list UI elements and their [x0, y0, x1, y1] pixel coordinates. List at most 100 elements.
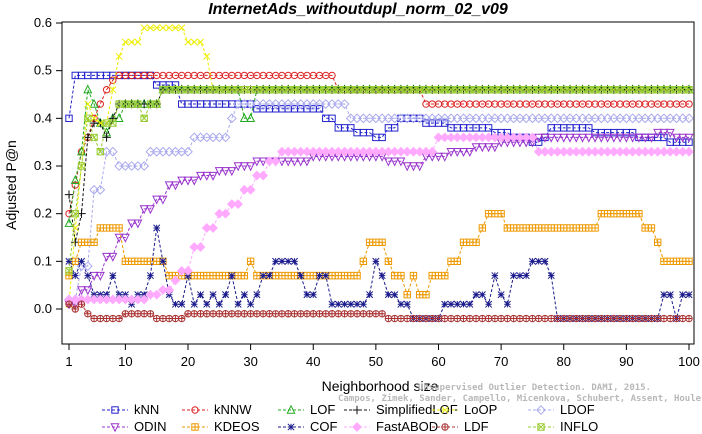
data-point-cof	[297, 272, 305, 280]
data-point-lof	[70, 174, 80, 184]
legend-marker	[286, 404, 296, 414]
data-point-ldf	[196, 310, 205, 318]
data-point-cof	[190, 300, 198, 308]
data-point-kdeos	[290, 271, 299, 280]
data-point-knnw	[109, 76, 117, 84]
data-point-kdeos	[610, 209, 618, 218]
data-point-ldf	[203, 310, 211, 318]
data-point-inflo	[96, 148, 105, 156]
data-point-cof	[510, 272, 518, 280]
data-point-ldof	[95, 184, 106, 195]
data-point-kdeos	[365, 238, 374, 246]
data-point-cof	[503, 300, 511, 308]
data-point-ldf	[253, 310, 261, 318]
legend-label: kNNW	[214, 402, 252, 417]
data-point-ldf	[447, 314, 455, 323]
data-point-odin	[196, 171, 206, 181]
data-point-odin	[296, 157, 306, 167]
data-point-knn	[441, 119, 449, 127]
data-point-ldf	[628, 314, 637, 323]
data-point-ldf	[271, 310, 280, 318]
data-point-inflo	[140, 114, 148, 123]
legend-marker	[537, 423, 545, 431]
series-ldof	[64, 99, 694, 305]
data-point-kdeos	[685, 257, 693, 266]
data-point-ldf	[278, 310, 286, 318]
series-line-odin	[69, 132, 689, 305]
data-point-ldf	[472, 314, 480, 323]
data-point-ldf	[660, 314, 668, 323]
data-point-odin	[127, 219, 137, 229]
data-point-cof	[497, 291, 505, 299]
data-point-ldf	[359, 310, 368, 318]
data-point-kdeos	[641, 224, 649, 232]
data-point-kdeos	[497, 209, 505, 218]
data-point-kdeos	[635, 209, 643, 218]
data-point-cof	[441, 300, 449, 308]
data-point-cof	[284, 257, 292, 265]
data-point-lof	[64, 217, 74, 227]
data-point-ldf	[152, 314, 161, 323]
data-point-ldf	[541, 314, 549, 323]
legend-item-fastabod: FastABOD	[344, 419, 438, 434]
data-point-fastabod	[245, 184, 256, 195]
data-point-cof	[84, 272, 92, 280]
data-point-loop	[84, 100, 92, 108]
data-point-odin	[459, 148, 469, 158]
data-point-ldf	[322, 310, 330, 318]
data-point-kdeos	[397, 271, 405, 280]
data-point-kdeos	[616, 209, 624, 218]
data-point-kdeos	[284, 271, 292, 280]
data-point-ldf	[572, 314, 580, 323]
data-point-cof	[240, 291, 248, 299]
data-point-ldf	[666, 314, 674, 323]
data-point-cof	[228, 272, 236, 280]
data-point-ldof	[220, 132, 231, 143]
data-point-odin	[246, 162, 256, 172]
legend-item-loop: LoOP	[432, 402, 497, 417]
data-point-lof	[246, 113, 256, 123]
y-tick-label: 0.1	[34, 253, 52, 268]
data-point-odin	[164, 181, 174, 191]
series-knnw	[65, 71, 693, 218]
data-point-odin	[578, 133, 588, 143]
data-point-odin	[659, 128, 669, 138]
data-point-kdeos	[672, 257, 681, 266]
data-point-odin	[202, 171, 212, 181]
data-point-kdeos	[109, 224, 117, 232]
data-point-cof	[453, 300, 461, 308]
legend-label: INFLO	[560, 419, 598, 434]
x-axis: 1 10 20 30 40 50 60 70 80 90 100	[65, 344, 700, 369]
data-point-kdeos	[309, 271, 317, 280]
data-point-kdeos	[578, 224, 587, 232]
data-point-cof	[272, 257, 280, 265]
data-point-cof	[278, 257, 286, 265]
data-point-ldf	[90, 314, 98, 323]
data-point-odin	[258, 157, 268, 167]
data-point-kdeos	[390, 271, 399, 280]
data-point-cof	[265, 272, 273, 280]
data-point-cof	[366, 291, 374, 299]
data-point-cof	[196, 291, 205, 299]
data-point-ldf	[478, 314, 487, 323]
data-point-odin	[145, 205, 155, 215]
legend-marker	[441, 406, 449, 414]
data-point-odin	[615, 133, 625, 143]
data-point-knn	[660, 133, 668, 142]
data-point-cof	[215, 300, 223, 308]
data-point-simplifiedlof	[102, 133, 111, 142]
data-point-ldf	[509, 314, 518, 323]
data-point-ldf	[347, 310, 355, 318]
data-point-inflo	[152, 100, 161, 108]
data-point-kdeos	[96, 224, 105, 232]
data-point-kdeos	[127, 257, 136, 266]
data-point-ldf	[685, 314, 693, 323]
data-point-odin	[221, 167, 231, 177]
data-point-odin	[408, 162, 418, 172]
data-point-ldf	[140, 310, 148, 318]
legend-label: LDOF	[560, 402, 595, 417]
data-point-cof	[516, 272, 524, 280]
data-point-odin	[559, 133, 569, 143]
data-point-simplifiedlof	[108, 114, 118, 123]
data-point-ldof	[139, 161, 150, 171]
